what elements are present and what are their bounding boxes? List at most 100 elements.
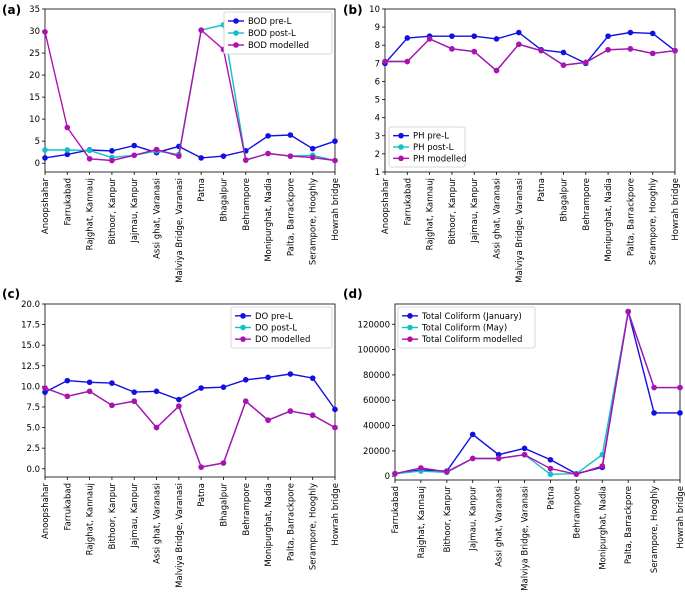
legend-label: PH post-L bbox=[413, 143, 454, 153]
data-point bbox=[677, 384, 683, 391]
data-point bbox=[86, 147, 93, 154]
x-tick-label: Malviya Bridge, Varanasi bbox=[521, 486, 531, 591]
data-point bbox=[176, 153, 182, 159]
plot-frame bbox=[384, 8, 676, 173]
panel-2: (c) 0.0 2.5 5.0 7.5 10.0 12.5 15.0 17.5 20.0 Anoop… bbox=[2, 287, 341, 588]
x-tick-label: Anoopshahar bbox=[41, 483, 51, 540]
data-point bbox=[198, 27, 204, 33]
data-point bbox=[109, 148, 115, 154]
data-point bbox=[42, 29, 48, 35]
y-tick-label: 100000 bbox=[358, 346, 390, 356]
data-point bbox=[42, 147, 48, 153]
x-tick-label: Malviya Bridge, Varanasi bbox=[175, 483, 185, 588]
x-tick-label: Farrukabad bbox=[391, 486, 401, 534]
data-point bbox=[516, 41, 522, 48]
data-point bbox=[332, 157, 338, 164]
x-tick-label: Farrukabad bbox=[63, 483, 73, 531]
data-point bbox=[521, 445, 528, 452]
data-point bbox=[599, 463, 606, 469]
series-line-model bbox=[394, 311, 680, 476]
legend-box bbox=[397, 306, 536, 349]
x-tick-label: Serampore, Hooghly bbox=[309, 178, 319, 265]
x-tick-label: Serampore, Hooghly bbox=[650, 486, 660, 573]
data-point bbox=[516, 29, 522, 36]
legend-marker bbox=[233, 30, 239, 36]
x-tick-label: Malviya Bridge, Varanasi bbox=[515, 178, 525, 283]
x-tick-label: Farrukabad bbox=[63, 178, 73, 226]
data-point bbox=[109, 402, 115, 409]
data-point bbox=[547, 471, 554, 478]
data-point bbox=[131, 398, 138, 405]
legend-marker bbox=[240, 313, 246, 319]
data-point bbox=[287, 408, 294, 414]
data-point bbox=[493, 67, 500, 74]
data-point bbox=[265, 374, 271, 381]
y-tick-label: 60000 bbox=[363, 396, 390, 406]
data-point bbox=[651, 410, 657, 416]
y-tick-label: 10.0 bbox=[21, 382, 40, 392]
data-point bbox=[627, 46, 634, 52]
data-point bbox=[287, 132, 294, 138]
y-tick-label: 80000 bbox=[363, 371, 390, 381]
legend: PH pre-LPH post-LPH modelled bbox=[388, 126, 467, 168]
y-tick-label: 3 bbox=[375, 132, 380, 142]
data-point bbox=[265, 150, 271, 157]
legend-box bbox=[223, 11, 333, 55]
data-point bbox=[242, 157, 249, 163]
data-point bbox=[64, 393, 71, 400]
data-point bbox=[471, 33, 478, 39]
x-tick-label: Patna bbox=[197, 483, 207, 507]
data-point bbox=[220, 384, 227, 391]
data-point bbox=[538, 47, 544, 54]
data-point bbox=[198, 464, 204, 470]
x-tick-label: Palta, Barrackpore bbox=[626, 178, 636, 256]
y-tick-label: 0 bbox=[35, 159, 40, 169]
x-tick-label: Bithoor, Kanpur bbox=[448, 178, 458, 245]
x-tick-label: Assi ghat, Varanasi bbox=[153, 178, 163, 259]
data-point bbox=[287, 153, 294, 159]
data-point bbox=[469, 431, 476, 438]
x-tick-label: Assi ghat, Varanasi bbox=[153, 483, 163, 564]
x-tick-label: Bhagalpur bbox=[559, 177, 569, 221]
x-tick-label: Patna bbox=[546, 486, 556, 510]
series-line-model bbox=[385, 38, 676, 72]
legend-box bbox=[230, 306, 333, 349]
data-point bbox=[651, 384, 657, 391]
data-point bbox=[493, 36, 500, 42]
x-tick-label: Rajghat, Kannauj bbox=[417, 486, 427, 558]
panel-0: (a) 0 5 10 15 20 25 30 35 Anoopshahar Farrukabad Ra… bbox=[2, 3, 341, 283]
panel-label: (a) bbox=[2, 3, 21, 17]
x-tick-label: Palta, Barrackpore bbox=[286, 483, 296, 561]
x-tick-label: Patna bbox=[197, 178, 207, 202]
legend-label: Total Coliform (May) bbox=[421, 324, 507, 334]
data-point bbox=[404, 35, 411, 41]
x-tick-label: Monipurghat, Nadia bbox=[598, 486, 608, 570]
legend-label: BOD modelled bbox=[248, 41, 309, 51]
x-tick-label: Monipurghat, Nadia bbox=[264, 178, 274, 262]
data-point bbox=[109, 157, 115, 164]
x-tick-label: Bithoor, Kanpur bbox=[108, 178, 118, 245]
data-point bbox=[131, 142, 138, 149]
legend-box bbox=[388, 126, 466, 168]
x-tick-label: Assi ghat, Varanasi bbox=[495, 486, 505, 567]
data-point bbox=[677, 410, 683, 416]
x-tick-label: Rajghat, Kannauj bbox=[86, 178, 96, 250]
x-tick-label: Palta, Barrackpore bbox=[624, 486, 634, 564]
legend-marker bbox=[233, 18, 239, 24]
legend-marker bbox=[407, 313, 413, 319]
legend-label: BOD post-L bbox=[248, 29, 296, 39]
data-point bbox=[309, 145, 316, 152]
x-tick-label: Bhagalpur bbox=[219, 177, 229, 221]
y-tick-label: 5 bbox=[35, 137, 40, 147]
x-tick-label: Howrah bridge bbox=[671, 178, 681, 241]
data-point bbox=[198, 385, 204, 391]
data-point bbox=[109, 380, 115, 386]
data-point bbox=[382, 58, 388, 65]
data-point bbox=[64, 151, 71, 158]
x-tick-label: Assi ghat, Varanasi bbox=[493, 178, 503, 259]
y-tick-label: 2 bbox=[375, 150, 380, 160]
y-tick-label: 8 bbox=[375, 41, 380, 51]
x-tick-label: Patna bbox=[537, 178, 547, 202]
y-tick-label: 5.0 bbox=[26, 424, 40, 434]
legend-marker bbox=[240, 336, 246, 342]
